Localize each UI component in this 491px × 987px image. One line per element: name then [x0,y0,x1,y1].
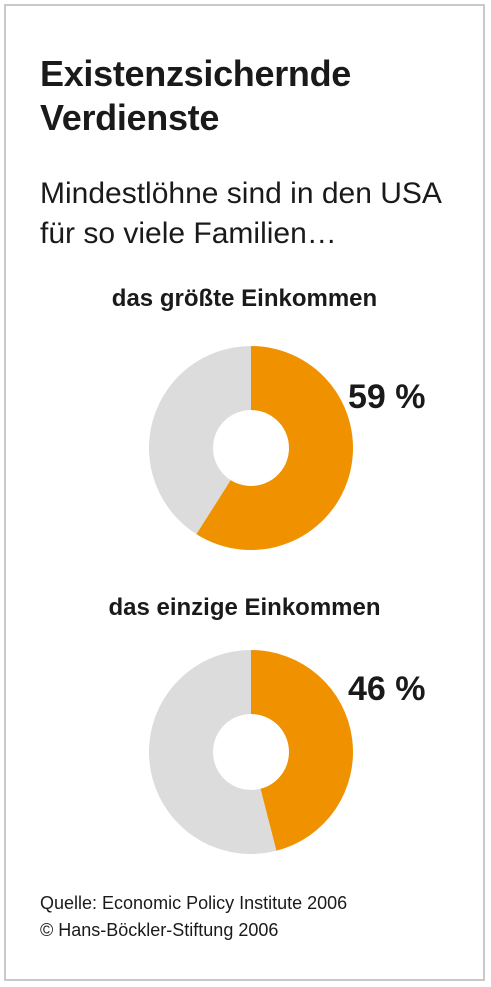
slice-remainder [149,346,251,535]
chart-title-largest-income: das größte Einkommen [111,285,378,312]
page-subtitle: Mindestlöhne sind in den USA für so viel… [40,177,441,250]
source-note: Quelle: Economic Policy Institute 2006 ©… [40,890,347,944]
copyright-line: © Hans-Böckler-Stiftung 2006 [40,920,279,940]
slice-highlight [196,346,354,550]
page-title: Existenzsichernde Verdienste [40,53,352,138]
infographic-frame: Existenzsichernde Verdienste Mindestlöhn… [4,4,485,981]
donut-chart-only-income [149,650,354,854]
slice-remainder [149,650,277,854]
source-line: Quelle: Economic Policy Institute 2006 [40,893,348,913]
data-label-only-income: 46 % [348,670,426,708]
data-label-largest-income: 59 % [348,378,426,416]
chart-title-only-income: das einzige Einkommen [108,594,381,621]
slice-highlight [251,650,354,851]
donut-chart-largest-income [149,346,354,550]
